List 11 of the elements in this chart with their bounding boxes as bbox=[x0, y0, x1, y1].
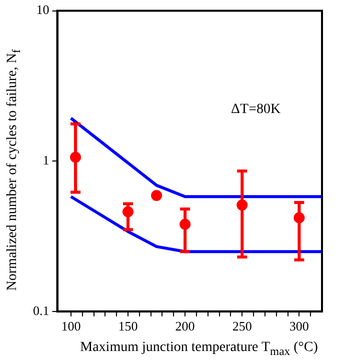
x-tick-label: 150 bbox=[118, 318, 138, 334]
y-tick-label: 1 bbox=[42, 152, 50, 168]
x-tick-label: 200 bbox=[175, 318, 195, 334]
y-tick-label: 10 bbox=[36, 2, 50, 18]
x-tick-label: 300 bbox=[289, 318, 309, 334]
x-tick-label: 100 bbox=[61, 318, 81, 334]
x-axis-title: Maximum junction temperature T$_{max}$ (°C) bbox=[79, 340, 319, 358]
x-tick-label: 250 bbox=[232, 318, 252, 334]
annotation: ΔT=80K bbox=[231, 102, 281, 118]
point bbox=[151, 190, 162, 202]
y-tick-label: 0.1 bbox=[33, 302, 50, 318]
